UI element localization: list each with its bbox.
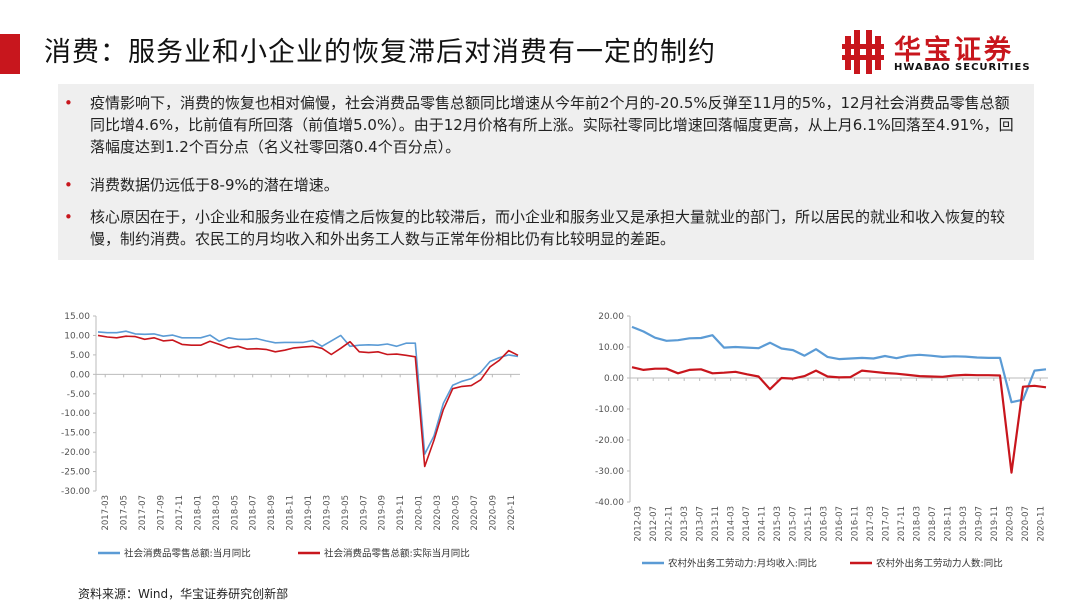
x-tick-label: 2017-07 — [881, 506, 891, 542]
y-tick-label: -15.00 — [61, 429, 90, 439]
x-tick-label: 2017-11 — [175, 495, 185, 531]
x-tick-label: 2015-11 — [804, 506, 814, 542]
x-tick-label: 2015-07 — [789, 506, 799, 542]
x-tick-label: 2017-05 — [120, 495, 130, 531]
x-tick-label: 2014-03 — [727, 506, 737, 542]
logo-chinese-name: 华宝证券 — [894, 35, 1014, 66]
y-tick-label: -30.00 — [595, 467, 624, 477]
y-tick-label: 0.00 — [70, 370, 90, 380]
y-tick-label: -20.00 — [595, 436, 624, 446]
x-tick-label: 2013-11 — [711, 506, 721, 542]
bullet-dot-icon: • — [64, 176, 73, 194]
x-tick-label: 2015-03 — [773, 506, 783, 542]
bullet-text: 核心原因在于，小企业和服务业在疫情之后恢复的比较滞后，而小企业和服务业又是承担大… — [90, 208, 1006, 248]
header-accent-bar — [0, 34, 20, 74]
x-tick-label: 2018-07 — [928, 506, 938, 542]
x-tick-label: 2018-07 — [249, 495, 259, 531]
x-tick-label: 2016-11 — [850, 506, 860, 542]
y-tick-label: 10.00 — [64, 331, 90, 341]
hwabao-logo-icon — [842, 30, 884, 74]
x-tick-label: 2020-03 — [433, 495, 443, 531]
brand-logo: 华宝证券 HWABAO SECURITIES — [842, 28, 1042, 78]
x-tick-label: 2020-03 — [1005, 506, 1015, 542]
legend-label: 农村外出务工劳动力:月均收入:同比 — [668, 558, 817, 570]
x-tick-label: 2020-07 — [470, 495, 480, 531]
x-tick-label: 2019-01 — [304, 495, 314, 531]
bullet-dot-icon: • — [64, 94, 73, 112]
y-tick-label: -40.00 — [595, 498, 624, 508]
x-tick-label: 2019-11 — [396, 495, 406, 531]
x-tick-label: 2012-11 — [665, 506, 675, 542]
x-tick-label: 2016-03 — [820, 506, 830, 542]
x-tick-label: 2017-09 — [157, 495, 167, 531]
x-tick-label: 2019-07 — [974, 506, 984, 542]
bullet-text: 疫情影响下，消费的恢复也相对偏慢，社会消费品零售总额同比增速从今年前2个月的-2… — [90, 94, 1014, 156]
logo-english-name: HWABAO SECURITIES — [894, 62, 1031, 73]
legend-label: 社会消费品零售总额:实际当月同比 — [324, 548, 470, 560]
y-tick-label: 20.00 — [598, 312, 624, 322]
series-line — [631, 325, 1047, 404]
page-title: 消费：服务业和小企业的恢复滞后对消费有一定的制约 — [44, 37, 716, 68]
y-tick-label: 15.00 — [64, 312, 90, 322]
x-tick-label: 2020-11 — [1036, 506, 1046, 542]
x-tick-label: 2018-03 — [212, 495, 222, 531]
x-tick-label: 2019-03 — [322, 495, 332, 531]
x-tick-label: 2017-03 — [866, 506, 876, 542]
y-tick-label: -20.00 — [61, 448, 90, 458]
y-tick-label: -25.00 — [61, 468, 90, 478]
x-tick-label: 2020-01 — [415, 495, 425, 531]
data-source-note: 资料来源：Wind，华宝证券研究创新部 — [78, 587, 289, 601]
x-tick-label: 2018-11 — [286, 495, 296, 531]
x-tick-label: 2014-07 — [742, 506, 752, 542]
bullet-dot-icon: • — [64, 208, 73, 226]
x-tick-label: 2012-07 — [649, 506, 659, 542]
summary-box: • 疫情影响下，消费的恢复也相对偏慢，社会消费品零售总额同比增速从今年前2个月的… — [58, 84, 1034, 260]
series-line — [97, 334, 519, 468]
x-tick-label: 2019-03 — [959, 506, 969, 542]
x-tick-label: 2019-05 — [341, 495, 351, 531]
y-tick-label: -10.00 — [595, 405, 624, 415]
migrant-workers-yoy-chart: 20.00 10.00 0.00 -10.00 -20.00 -30.00 -40.00 20… — [595, 312, 1048, 570]
x-tick-label: 2012-03 — [634, 506, 644, 542]
x-tick-label: 2020-05 — [451, 495, 461, 531]
bullet-item: • 核心原因在于，小企业和服务业在疫情之后恢复的比较滞后，而小企业和服务业又是承… — [64, 206, 1020, 250]
x-tick-label: 2018-03 — [912, 506, 922, 542]
y-tick-label: -5.00 — [67, 390, 91, 400]
bullet-item: • 消费数据仍远低于8-9%的潜在增速。 — [64, 174, 1020, 196]
x-tick-label: 2013-03 — [680, 506, 690, 542]
bullet-item: • 疫情影响下，消费的恢复也相对偏慢，社会消费品零售总额同比增速从今年前2个月的… — [64, 92, 1020, 158]
x-tick-label: 2018-09 — [267, 495, 277, 531]
x-tick-label: 2018-05 — [230, 495, 240, 531]
y-tick-label: 10.00 — [598, 343, 624, 353]
x-tick-label: 2013-07 — [696, 506, 706, 542]
x-tick-label: 2017-11 — [897, 506, 907, 542]
x-tick-label: 2018-01 — [193, 495, 203, 531]
series-line — [631, 366, 1047, 474]
x-tick-label: 2016-07 — [835, 506, 845, 542]
x-tick-label: 2019-07 — [359, 495, 369, 531]
series-line — [97, 330, 519, 455]
x-tick-label: 2020-11 — [507, 495, 517, 531]
y-tick-label: 5.00 — [70, 351, 90, 361]
x-tick-label: 2019-11 — [990, 506, 1000, 542]
x-tick-label: 2017-07 — [138, 495, 148, 531]
x-tick-label: 2018-11 — [943, 506, 953, 542]
legend-label: 社会消费品零售总额:当月同比 — [124, 548, 251, 560]
retail-sales-yoy-chart: 15.00 10.00 5.00 0.00 -5.00 -10.00 -15.00 -20.0… — [61, 312, 520, 560]
y-tick-label: 0.00 — [604, 374, 624, 384]
x-tick-label: 2017-03 — [101, 495, 111, 531]
x-tick-label: 2014-11 — [758, 506, 768, 542]
y-tick-label: -10.00 — [61, 409, 90, 419]
x-tick-label: 2020-09 — [488, 495, 498, 531]
legend-label: 农村外出务工劳动力人数:同比 — [876, 558, 1003, 570]
y-tick-label: -30.00 — [61, 487, 90, 497]
x-tick-label: 2019-09 — [378, 495, 388, 531]
x-tick-label: 2020-07 — [1021, 506, 1031, 542]
bullet-text: 消费数据仍远低于8-9%的潜在增速。 — [90, 176, 339, 194]
